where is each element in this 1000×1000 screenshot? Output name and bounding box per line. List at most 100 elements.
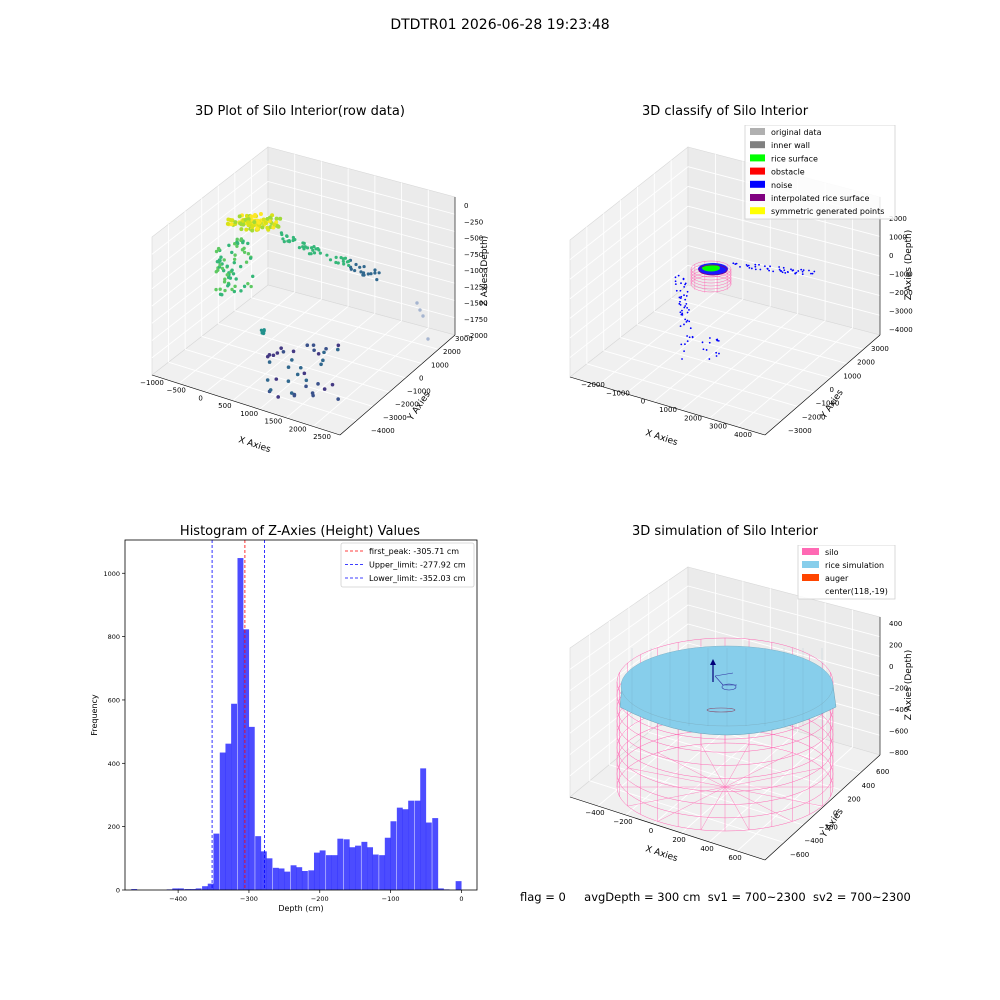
simulation-plot-title: 3D simulation of Silo Interior	[632, 524, 818, 539]
noise-point	[680, 282, 682, 285]
silo-floor-spoke	[724, 786, 793, 822]
histogram-bar	[266, 858, 273, 890]
histogram-bar	[396, 807, 403, 890]
data-point	[285, 234, 289, 238]
simulation-z-tick-label: −200	[889, 685, 908, 693]
histogram-bar	[408, 800, 415, 890]
noise-point	[675, 289, 678, 292]
noise-point	[717, 339, 720, 342]
noise-point	[754, 268, 757, 271]
data-point	[336, 397, 340, 401]
histogram-bar	[178, 888, 184, 890]
classify-x-tick-label: −2000	[581, 381, 605, 389]
noise-point	[739, 265, 741, 268]
histogram-title: Histogram of Z-Axies (Height) Values	[179, 524, 421, 539]
histogram-bar	[319, 850, 326, 890]
raw-z-tick-label: −750	[464, 251, 483, 259]
legend-label: rice simulation	[825, 561, 884, 570]
histogram-bar	[243, 629, 250, 890]
data-point	[225, 264, 229, 268]
data-point	[267, 353, 272, 357]
sv2-value: sv2 = 700~2300	[812, 890, 911, 904]
raw-y-tick-label: −4000	[371, 427, 395, 435]
noise-point	[754, 265, 757, 268]
data-point	[238, 221, 243, 226]
data-point	[232, 257, 237, 261]
simulation-z-axis-label: Z Axies (Depth)	[904, 650, 914, 721]
avg-depth-value: avgDepth = 300 cm	[584, 890, 701, 904]
noise-point	[715, 355, 718, 357]
classify-3d-points	[674, 260, 816, 360]
noise-point	[683, 294, 685, 297]
legend-label: first_peak: -305.71 cm	[369, 547, 459, 556]
y-tick-label: 800	[108, 633, 120, 641]
legend-label: original data	[771, 128, 822, 137]
data-point	[255, 219, 260, 224]
legend-label: Lower_limit: -352.03 cm	[369, 574, 466, 583]
data-point	[244, 260, 249, 264]
histogram-bar	[432, 818, 439, 890]
histogram-bar	[260, 851, 267, 890]
data-point	[235, 237, 239, 242]
classify-x-tick-label: 1000	[659, 406, 677, 414]
data-point	[302, 371, 307, 376]
histogram-bar	[225, 743, 232, 890]
y-tick-label: 200	[108, 823, 120, 831]
data-point	[304, 378, 309, 383]
data-point	[217, 247, 221, 252]
noise-point	[688, 336, 691, 339]
data-point	[237, 214, 242, 219]
legend-label: auger	[825, 574, 849, 583]
data-point	[218, 287, 222, 291]
noise-point	[750, 267, 753, 270]
classify-z-tick-label: −1000	[889, 271, 913, 279]
data-point	[309, 246, 314, 250]
data-point	[281, 349, 286, 354]
legend-label: noise	[771, 181, 792, 190]
data-point	[316, 352, 321, 356]
data-point	[312, 348, 316, 353]
data-point	[309, 252, 313, 256]
data-point	[289, 391, 294, 395]
legend-swatch	[750, 194, 765, 201]
simulation-x-tick-label: 400	[700, 845, 713, 853]
raw-x-axis-label: X Axies	[237, 435, 272, 455]
data-point	[418, 308, 422, 312]
data-point	[226, 217, 231, 222]
classify-z-tick-label: −3000	[889, 308, 913, 316]
data-point	[316, 382, 320, 386]
noise-point	[792, 269, 795, 272]
legend-swatch	[802, 561, 819, 568]
data-point	[267, 360, 272, 364]
noise-point	[683, 285, 686, 288]
noise-point	[677, 274, 680, 277]
raw-x-tick-label: −1000	[140, 379, 164, 387]
silo-floor-spoke	[657, 786, 726, 822]
x-tick-label: −400	[169, 895, 187, 903]
data-point	[232, 260, 236, 265]
figure-title: DTDTR01 2026-06-28 19:23:48	[390, 17, 610, 33]
raw-3d-axes-box	[151, 146, 456, 436]
simulation-y-tick-label: 200	[847, 796, 860, 804]
data-point	[225, 221, 230, 226]
data-point	[415, 301, 419, 305]
classify-z-tick-label: 0	[889, 252, 893, 260]
noise-point	[683, 323, 685, 326]
data-point	[347, 259, 351, 263]
histogram-bar	[284, 871, 291, 890]
data-point	[281, 237, 285, 241]
data-point	[249, 284, 253, 289]
data-point	[218, 263, 222, 267]
simulation-x-tick-label: 0	[649, 827, 653, 835]
histogram-bar	[455, 881, 462, 890]
status-line: flag = 0 avgDepth = 300 cm sv1 = 700~230…	[520, 890, 911, 904]
histogram-bar	[326, 855, 332, 890]
histogram-bar	[349, 847, 356, 890]
silo-floor-spoke	[700, 786, 726, 830]
classify-x-axis-label: X Axies	[644, 428, 679, 448]
data-point	[311, 248, 315, 252]
legend-label: silo	[825, 548, 839, 557]
histogram-bar	[219, 752, 226, 890]
noise-point	[705, 349, 708, 351]
noise-point	[763, 265, 766, 268]
